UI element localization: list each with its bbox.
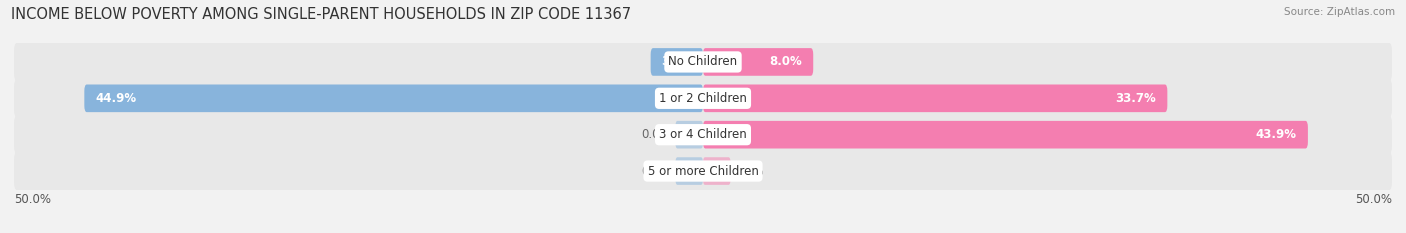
Text: 44.9%: 44.9%: [96, 92, 136, 105]
FancyBboxPatch shape: [14, 43, 1392, 81]
Text: No Children: No Children: [668, 55, 738, 69]
Text: 3.8%: 3.8%: [662, 55, 695, 69]
Text: 5 or more Children: 5 or more Children: [648, 164, 758, 178]
Text: 33.7%: 33.7%: [1115, 92, 1156, 105]
Text: INCOME BELOW POVERTY AMONG SINGLE-PARENT HOUSEHOLDS IN ZIP CODE 11367: INCOME BELOW POVERTY AMONG SINGLE-PARENT…: [11, 7, 631, 22]
Text: 3 or 4 Children: 3 or 4 Children: [659, 128, 747, 141]
FancyBboxPatch shape: [703, 157, 731, 185]
Text: 50.0%: 50.0%: [14, 193, 51, 206]
Text: 50.0%: 50.0%: [1355, 193, 1392, 206]
Text: 43.9%: 43.9%: [1256, 128, 1296, 141]
Text: 0.0%: 0.0%: [641, 164, 671, 178]
FancyBboxPatch shape: [14, 116, 1392, 154]
FancyBboxPatch shape: [675, 121, 703, 148]
FancyBboxPatch shape: [703, 85, 1167, 112]
Text: 0.0%: 0.0%: [641, 128, 671, 141]
FancyBboxPatch shape: [14, 152, 1392, 190]
Text: 0.0%: 0.0%: [735, 164, 765, 178]
FancyBboxPatch shape: [675, 157, 703, 185]
FancyBboxPatch shape: [84, 85, 703, 112]
Text: 8.0%: 8.0%: [769, 55, 803, 69]
FancyBboxPatch shape: [703, 48, 813, 76]
Text: 1 or 2 Children: 1 or 2 Children: [659, 92, 747, 105]
FancyBboxPatch shape: [14, 79, 1392, 117]
Text: Source: ZipAtlas.com: Source: ZipAtlas.com: [1284, 7, 1395, 17]
FancyBboxPatch shape: [703, 121, 1308, 148]
FancyBboxPatch shape: [651, 48, 703, 76]
